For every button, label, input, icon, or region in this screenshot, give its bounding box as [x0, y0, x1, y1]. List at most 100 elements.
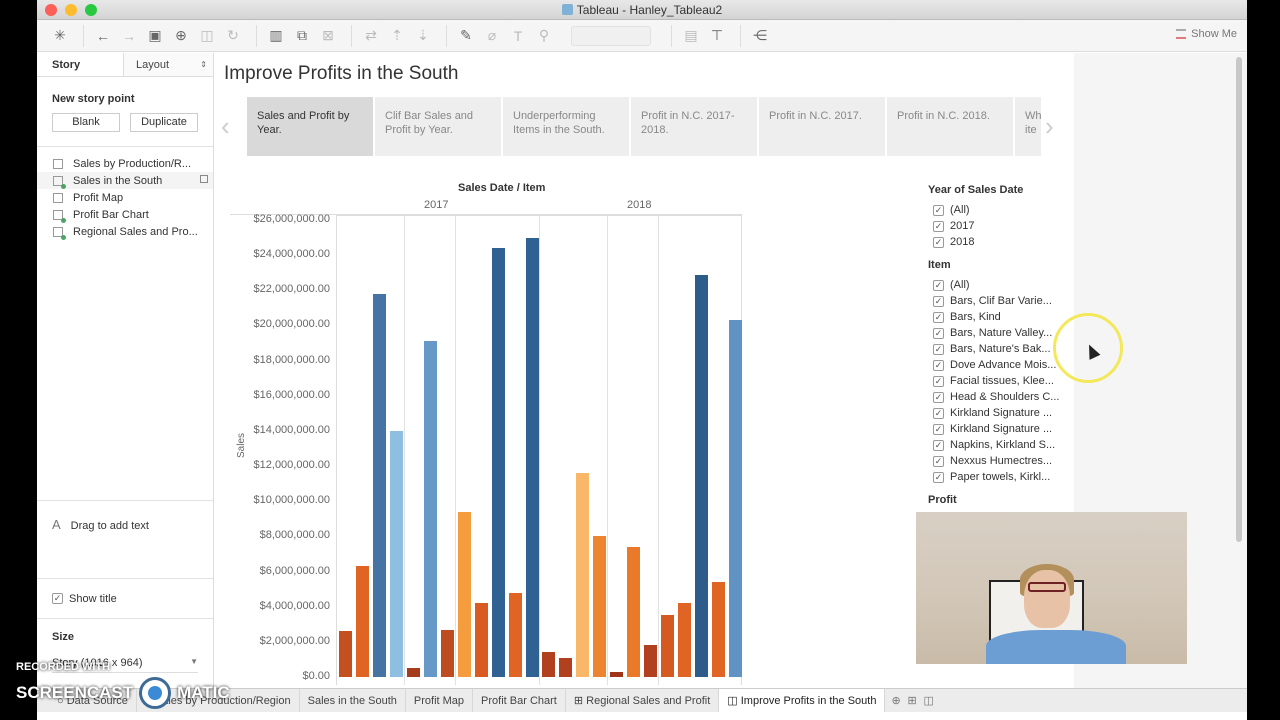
bar-mark[interactable] — [712, 582, 725, 677]
new-data-source-icon[interactable]: ⊕ — [175, 27, 187, 43]
story-point-3[interactable]: Underperforming Items in the South. — [503, 97, 629, 156]
show-me-button[interactable]: Show Me — [1176, 28, 1237, 40]
bar-mark[interactable] — [407, 668, 420, 677]
duplicate-button[interactable]: Duplicate — [130, 113, 198, 132]
size-dropdown[interactable]: Story (1016 x 964) ▼ — [52, 657, 198, 673]
item-filter-option[interactable]: ✓ Dove Advance Mois... — [933, 357, 1059, 373]
year-filter-option[interactable]: ✓ 2017 — [933, 218, 1059, 234]
item-filter-option[interactable]: ✓ Bars, Nature's Bak... — [933, 341, 1059, 357]
bar-mark[interactable] — [695, 274, 708, 677]
new-worksheet-icon[interactable]: ▥ — [269, 27, 283, 43]
clear-sheet-icon[interactable]: ⊠ — [322, 27, 334, 43]
item-filter-option[interactable]: ✓ Kirkland Signature ... — [933, 405, 1059, 421]
show-title-checkbox[interactable]: ✓ — [52, 593, 63, 604]
sheet-item-profit-bar-chart[interactable]: Profit Bar Chart — [37, 206, 213, 223]
minimize-button[interactable] — [65, 4, 77, 16]
bar-mark[interactable] — [627, 546, 640, 677]
sort-desc-icon[interactable]: ⇣ — [417, 27, 429, 43]
bar-mark[interactable] — [390, 430, 403, 677]
bar-mark[interactable] — [644, 645, 657, 677]
year-filter-option[interactable]: ✓ 2018 — [933, 234, 1059, 250]
checkbox[interactable]: ✓ — [933, 204, 944, 216]
sheet-item-regional-sales[interactable]: Regional Sales and Pro... — [37, 223, 213, 240]
checkbox[interactable]: ✓ — [933, 295, 944, 307]
show-title-toggle[interactable]: ✓ Show title — [37, 578, 213, 618]
zoom-button[interactable] — [85, 4, 97, 16]
bar-mark[interactable] — [509, 592, 522, 677]
story-point-6[interactable]: Profit in N.C. 2018. — [887, 97, 1013, 156]
bar-mark[interactable] — [661, 615, 674, 677]
go-to-sheet-icon[interactable] — [200, 175, 208, 183]
share-icon[interactable]: ⋲ — [753, 27, 767, 43]
sheet-item-sales-in-south[interactable]: Sales in the South — [37, 172, 213, 189]
item-filter-option[interactable]: ✓ Kirkland Signature ... — [933, 421, 1059, 437]
blank-button[interactable]: Blank — [52, 113, 120, 132]
story-point-2[interactable]: Clif Bar Sales and Profit by Year. — [375, 97, 501, 156]
bar-mark[interactable] — [373, 293, 386, 677]
checkbox[interactable]: ✓ — [933, 236, 944, 248]
item-filter-option[interactable]: ✓ Paper towels, Kirkl... — [933, 469, 1059, 485]
bar-mark[interactable] — [441, 629, 454, 677]
swap-icon[interactable]: ⇄ — [365, 27, 377, 43]
pause-updates-icon[interactable]: ◫ — [200, 27, 214, 43]
checkbox[interactable]: ✓ — [933, 439, 944, 451]
presentation-icon[interactable]: ⊤ — [710, 27, 724, 43]
item-filter-option[interactable]: ✓ Bars, Nature Valley... — [933, 325, 1059, 341]
item-filter-option[interactable]: ✓ Napkins, Kirkland S... — [933, 437, 1059, 453]
save-icon[interactable]: ▣ — [148, 27, 162, 43]
duplicate-sheet-icon[interactable]: ⧉ — [297, 27, 307, 43]
year-filter-option[interactable]: ✓ (All) — [933, 202, 1059, 218]
sort-asc-icon[interactable]: ⇡ — [391, 27, 403, 43]
bar-mark[interactable] — [678, 603, 691, 677]
item-filter-option[interactable]: ✓ Bars, Kind — [933, 309, 1059, 325]
bar-mark[interactable] — [339, 631, 352, 677]
item-filter-option[interactable]: ✓ Facial tissues, Klee... — [933, 373, 1059, 389]
story-point-5[interactable]: Profit in N.C. 2017. — [759, 97, 885, 156]
bar-mark[interactable] — [424, 341, 437, 677]
checkbox[interactable]: ✓ — [933, 279, 944, 291]
pin-icon[interactable]: ⚲ — [538, 27, 550, 43]
back-icon[interactable]: ← — [96, 27, 110, 44]
checkbox[interactable]: ✓ — [933, 375, 944, 387]
tab-story[interactable]: Story — [52, 59, 81, 71]
refresh-icon[interactable]: ↻ — [227, 27, 239, 43]
bar-mark[interactable] — [356, 566, 369, 677]
bar-mark[interactable] — [729, 320, 742, 677]
labels-icon[interactable]: T — [513, 27, 523, 44]
item-filter-option[interactable]: ✓ Bars, Clif Bar Varie... — [933, 293, 1059, 309]
highlight-icon[interactable]: ✎ — [460, 27, 472, 43]
next-story-point-icon[interactable]: › — [1045, 111, 1054, 141]
bar-mark[interactable] — [492, 248, 505, 677]
drag-to-add-text[interactable]: A Drag to add text — [37, 500, 213, 578]
bar-mark[interactable] — [526, 237, 539, 677]
bar-mark[interactable] — [610, 671, 623, 677]
prev-story-point-icon[interactable]: ‹ — [221, 111, 230, 141]
bar-mark[interactable] — [542, 652, 555, 677]
checkbox[interactable]: ✓ — [933, 359, 944, 371]
forward-icon[interactable]: → — [122, 27, 136, 44]
fit-dropdown[interactable] — [571, 25, 651, 46]
sheet-item-profit-map[interactable]: Profit Map — [37, 189, 213, 206]
sheet-item-sales-by-production[interactable]: Sales by Production/R... — [37, 155, 213, 172]
bar-mark[interactable] — [458, 511, 471, 677]
close-button[interactable] — [45, 4, 57, 16]
checkbox[interactable]: ✓ — [933, 423, 944, 435]
checkbox[interactable]: ✓ — [933, 220, 944, 232]
bar-mark[interactable] — [475, 603, 488, 677]
item-filter-option[interactable]: ✓ (All) — [933, 277, 1059, 293]
story-point-7[interactable]: Wh ite — [1015, 97, 1041, 156]
bar-mark[interactable] — [593, 536, 606, 677]
checkbox[interactable]: ✓ — [933, 311, 944, 323]
item-filter-option[interactable]: ✓ Head & Shoulders C... — [933, 389, 1059, 405]
vertical-scrollbar[interactable] — [1236, 57, 1242, 542]
story-point-1[interactable]: Sales and Profit by Year. — [247, 97, 373, 156]
checkbox[interactable]: ✓ — [933, 391, 944, 403]
tableau-logo-icon[interactable]: ✳ — [54, 27, 66, 43]
bar-mark[interactable] — [576, 473, 589, 677]
checkbox[interactable]: ✓ — [933, 327, 944, 339]
item-filter-option[interactable]: ✓ Nexxus Humectres... — [933, 453, 1059, 469]
bar-mark[interactable] — [559, 657, 572, 677]
checkbox[interactable]: ✓ — [933, 455, 944, 467]
show-cards-icon[interactable]: ▤ — [684, 27, 698, 43]
story-point-4[interactable]: Profit in N.C. 2017-2018. — [631, 97, 757, 156]
